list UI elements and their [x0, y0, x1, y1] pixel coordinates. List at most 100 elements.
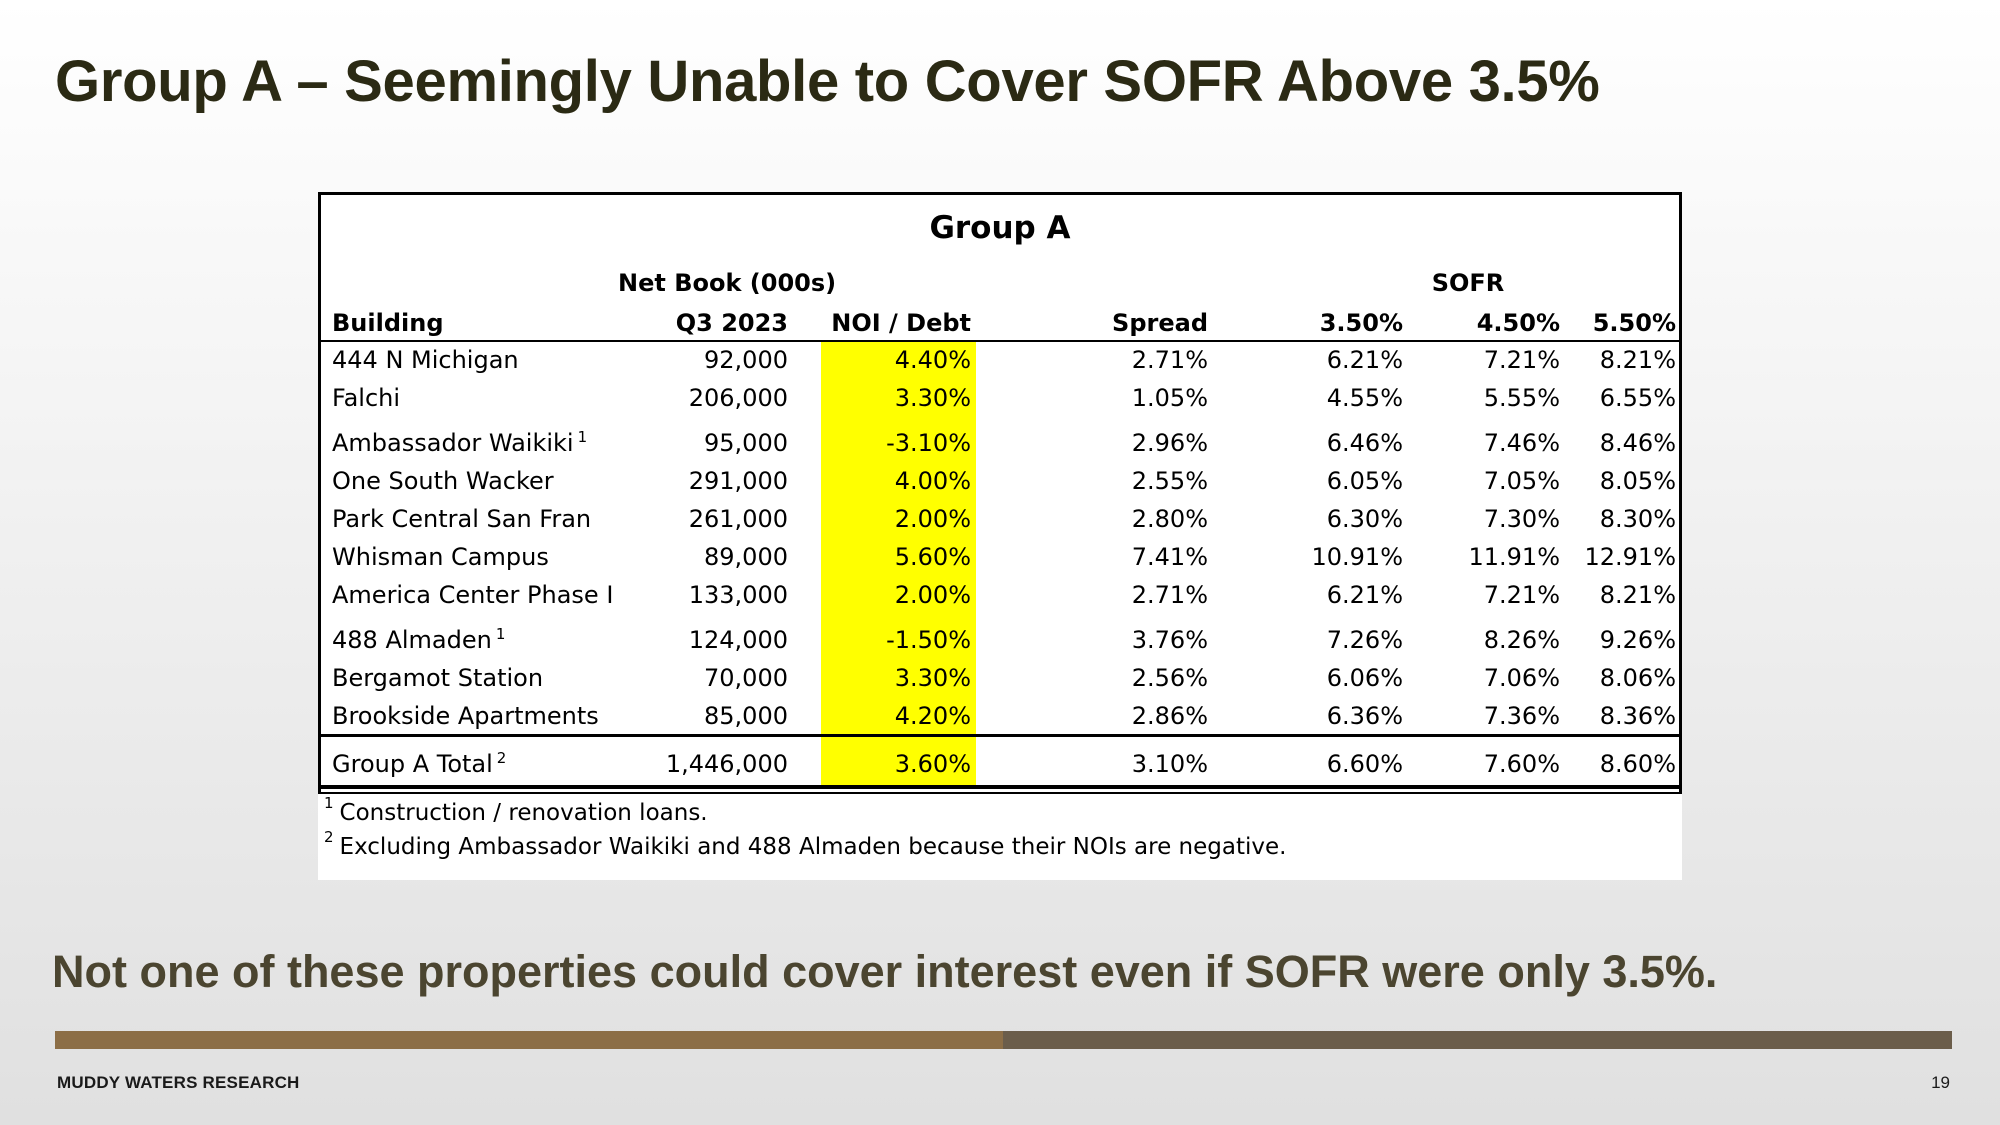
building-name: Whisman Campus [332, 543, 549, 571]
building-name: America Center Phase I [332, 581, 614, 609]
s35-cell: 6.06% [1326, 664, 1403, 692]
noi_debt-cell: 3.30% [894, 384, 971, 412]
net_book-cell: 85,000 [704, 702, 788, 730]
noi_debt-cell: -3.10% [886, 429, 971, 457]
building-cell: Park Central San Fran [332, 500, 612, 538]
s55-cell: 8.21% [1599, 581, 1676, 609]
total-row: Group A Total 2 1,446,000 3.60% 3.10% 6.60% 7.… [318, 745, 1682, 783]
building-name: Ambassador Waikiki [332, 429, 574, 457]
spread-cell: 3.76% [1131, 626, 1208, 654]
net_book-cell: 133,000 [688, 581, 788, 609]
building-cell: Brookside Apartments [332, 697, 612, 735]
noi_debt-cell: 4.00% [894, 467, 971, 495]
slide-title: Group A – Seemingly Unable to Cover SOFR… [55, 49, 1600, 114]
spread-cell: 7.41% [1131, 543, 1208, 571]
column-header: Spread [1112, 309, 1208, 337]
s35-cell: 6.05% [1326, 467, 1403, 495]
s45-cell: 7.46% [1483, 429, 1560, 457]
footnote-mark: 2 [496, 749, 507, 767]
footnote-1: 1 Construction / renovation loans. [324, 794, 708, 826]
spread-cell: 1.05% [1131, 384, 1208, 412]
spread-cell: 2.71% [1131, 346, 1208, 374]
column-header: 3.50% [1319, 309, 1403, 337]
s55-cell: 8.30% [1599, 505, 1676, 533]
building-name: Bergamot Station [332, 664, 544, 692]
table-row: Bergamot Station 70,000 3.30% 2.56% 6.06% 7.0… [318, 659, 1682, 697]
noi_debt-cell: 4.20% [894, 702, 971, 730]
building-cell: 444 N Michigan [332, 341, 612, 379]
net_book-cell: 291,000 [688, 467, 788, 495]
s45-cell: 7.05% [1483, 467, 1560, 495]
noi_debt-cell: 4.40% [894, 346, 971, 374]
s45-cell: 8.26% [1483, 626, 1560, 654]
footer-brand: MUDDY WATERS RESEARCH [57, 1073, 300, 1092]
s45-cell: 7.36% [1483, 702, 1560, 730]
spread-cell: 2.80% [1131, 505, 1208, 533]
table-row: 444 N Michigan 92,000 4.40% 2.71% 6.21% 7.21%… [318, 341, 1682, 379]
noi_debt-cell: 2.00% [894, 505, 971, 533]
s35-cell: 4.55% [1326, 384, 1403, 412]
total-s35-cell: 6.60% [1326, 750, 1403, 778]
s35-cell: 10.91% [1311, 543, 1403, 571]
column-header: NOI / Debt [831, 309, 971, 337]
net_book-cell: 89,000 [704, 543, 788, 571]
spread-cell: 2.96% [1131, 429, 1208, 457]
slide-subtitle: Not one of these properties could cover … [52, 946, 1718, 997]
s55-cell: 8.46% [1599, 429, 1676, 457]
table-frame [318, 192, 1682, 794]
net_book-cell: 206,000 [688, 384, 788, 412]
building-name: 488 Almaden [332, 626, 492, 654]
table-row: America Center Phase I 133,000 2.00% 2.71% 6… [318, 576, 1682, 614]
building-cell: One South Wacker [332, 462, 612, 500]
s55-cell: 8.21% [1599, 346, 1676, 374]
spread-cell: 2.55% [1131, 467, 1208, 495]
total-s45-cell: 7.60% [1483, 750, 1560, 778]
group-a-table: Group A Net Book (000s) SOFR Building Q3 … [318, 192, 1682, 880]
table-title: Group A [929, 210, 1071, 246]
s55-cell: 8.36% [1599, 702, 1676, 730]
building-cell: Ambassador Waikiki 1 [332, 424, 612, 462]
footer-bar-right [1003, 1031, 1952, 1049]
s35-cell: 6.30% [1326, 505, 1403, 533]
s35-cell: 6.36% [1326, 702, 1403, 730]
total-rule-bottom-1 [318, 785, 1682, 789]
building-cell: Bergamot Station [332, 659, 612, 697]
total-rule-bottom-2 [318, 792, 1682, 794]
s45-cell: 11.91% [1468, 543, 1560, 571]
noi-debt-highlight [821, 340, 976, 785]
spread-cell: 2.86% [1131, 702, 1208, 730]
building-cell: 488 Almaden 1 [332, 621, 612, 659]
s35-cell: 6.21% [1326, 346, 1403, 374]
column-header: 4.50% [1476, 309, 1560, 337]
table-row: Brookside Apartments 85,000 4.20% 2.86% 6.36… [318, 697, 1682, 735]
column-header: 5.50% [1592, 309, 1676, 337]
total-noi_debt-cell: 3.60% [894, 750, 971, 778]
total-spread-cell: 3.10% [1131, 750, 1208, 778]
table-row: Ambassador Waikiki 1 95,000 -3.10% 2.96% 6.46… [318, 424, 1682, 462]
s45-cell: 5.55% [1483, 384, 1560, 412]
s55-cell: 6.55% [1599, 384, 1676, 412]
building-cell: America Center Phase I [332, 576, 614, 614]
building-name: Park Central San Fran [332, 505, 592, 533]
header-net-book: Net Book (000s) [618, 269, 837, 297]
column-header: Building [332, 309, 444, 337]
s55-cell: 12.91% [1584, 543, 1676, 571]
column-header: Q3 2023 [675, 309, 788, 337]
header-row: Building Q3 2023 NOI / Debt Spread 3.50% 4.50… [318, 304, 1682, 342]
page-number: 19 [1931, 1073, 1950, 1092]
building-cell: Whisman Campus [332, 538, 612, 576]
net_book-cell: 124,000 [688, 626, 788, 654]
s55-cell: 9.26% [1599, 626, 1676, 654]
header-rule [318, 340, 1682, 342]
total-rule-top [318, 734, 1682, 737]
building-name: 444 N Michigan [332, 346, 519, 374]
building-name: One South Wacker [332, 467, 554, 495]
spread-cell: 2.56% [1131, 664, 1208, 692]
footer-bar-left [55, 1031, 1003, 1049]
net_book-cell: 92,000 [704, 346, 788, 374]
building-name: Group A Total [332, 750, 493, 778]
building-cell: Group A Total 2 [332, 745, 612, 783]
s55-cell: 8.06% [1599, 664, 1676, 692]
s45-cell: 7.21% [1483, 346, 1560, 374]
s35-cell: 6.46% [1326, 429, 1403, 457]
